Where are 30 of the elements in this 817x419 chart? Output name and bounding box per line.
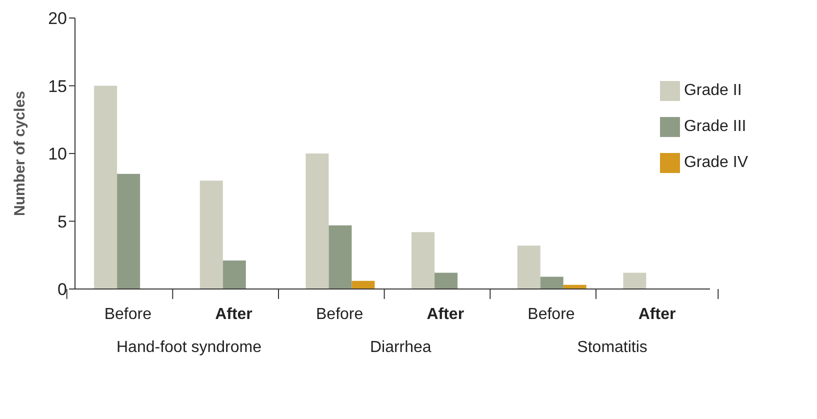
bar — [306, 154, 329, 289]
bar — [352, 280, 375, 289]
y-tick-label: 15 — [48, 76, 67, 96]
bar — [623, 272, 646, 289]
y-axis-title: Number of cycles — [11, 90, 28, 216]
text: Hand-foot syndrome — [116, 339, 262, 356]
x-tick-label: Before — [104, 306, 152, 323]
legend-label: Grade IV — [684, 154, 748, 171]
y-tick-label: 10 — [48, 144, 67, 164]
y-tick-label: 0 — [58, 280, 67, 300]
legend-label: Grade II — [684, 82, 742, 99]
legend-label: Grade III — [684, 118, 746, 135]
text: Stomatitis — [577, 339, 648, 356]
x-tick-label: Before — [528, 306, 575, 323]
bar — [200, 180, 223, 289]
x-tick-label: After — [215, 306, 252, 323]
text: Diarrhea — [370, 339, 432, 356]
bar — [434, 272, 458, 289]
bar — [94, 86, 118, 289]
y-tick-label: 5 — [58, 212, 67, 232]
bar — [222, 260, 246, 289]
bar — [328, 225, 352, 289]
bar — [412, 232, 435, 289]
bar — [517, 246, 540, 289]
bar — [117, 174, 140, 289]
x-tick-label: After — [426, 306, 464, 323]
x-tick-label: Before — [316, 306, 364, 323]
bar — [540, 276, 564, 289]
x-tick-label: After — [638, 306, 676, 323]
y-tick-label: 20 — [48, 9, 67, 28]
